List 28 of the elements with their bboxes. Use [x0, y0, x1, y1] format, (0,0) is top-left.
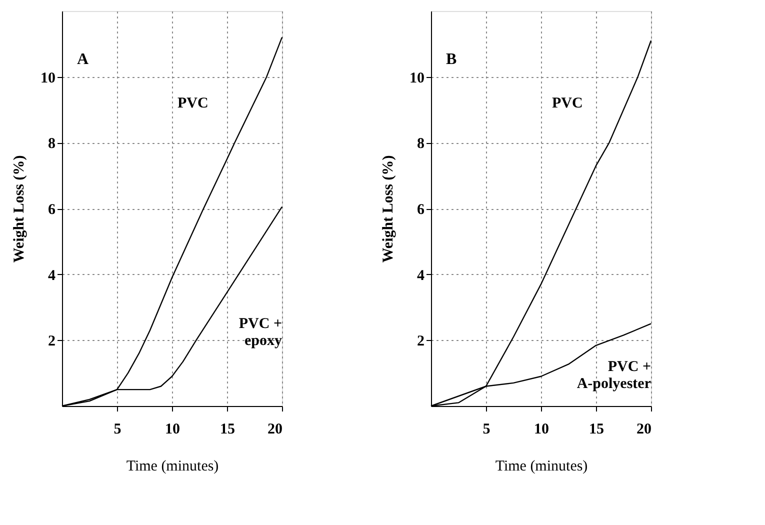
x-tick-label: 20	[636, 422, 652, 438]
text: PVC	[552, 95, 583, 112]
series-label: PVC + epoxy	[238, 316, 282, 350]
y-tick-label: 8	[48, 136, 56, 152]
x-tick-label: 15	[589, 422, 604, 438]
y-tick-label: 8	[417, 136, 424, 152]
y-tick-label: 10	[40, 70, 56, 86]
x-tick-label: 10	[534, 422, 549, 438]
annotation: A	[77, 51, 89, 68]
y-tick-label: 6	[417, 202, 425, 218]
y-axis-title: Weight Loss (%)	[380, 155, 396, 263]
x-tick-label: 20	[268, 422, 282, 438]
x-tick-label: 15	[220, 422, 235, 438]
y-tick-label: 4	[48, 268, 56, 284]
series-label: PVC + A-polyester	[576, 358, 652, 392]
y-axis-title: Weight Loss (%)	[12, 155, 28, 263]
y-tick-label: 6	[48, 202, 56, 218]
y-tick-label: 4	[417, 268, 425, 284]
y-tick-label: 2	[417, 334, 424, 350]
x-axis-title: Time (minutes)	[126, 458, 219, 474]
y-tick-label: 10	[410, 70, 424, 86]
y-tick-label: 2	[48, 334, 56, 350]
x-axis-title: Time (minutes)	[495, 458, 588, 474]
x-tick-label: 5	[482, 422, 490, 438]
x-tick-label: 10	[165, 422, 180, 438]
x-tick-label: 5	[114, 422, 122, 438]
annotation: B	[446, 51, 457, 68]
text: PVC	[177, 95, 208, 112]
